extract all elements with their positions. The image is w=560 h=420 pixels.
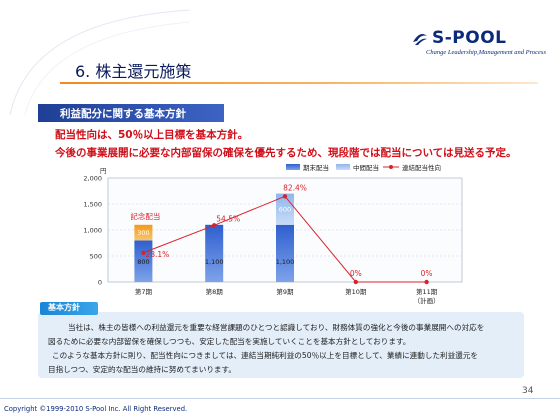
page-title: 6. 株主還元施策	[75, 62, 192, 81]
x-tick-label: 第8期	[206, 287, 224, 296]
payout-ratio-point	[353, 279, 358, 285]
title-underline	[60, 82, 538, 84]
bar-year-end-dividend	[134, 240, 153, 282]
page-number: 34	[522, 386, 534, 396]
bar-commemorative-dividend	[134, 224, 153, 241]
policy-body-line-4: 目指しつつ、安定的な配当の維持に努めてまいります。	[48, 365, 236, 374]
x-tick-sublabel: （計画）	[414, 296, 440, 305]
legend-label-year-end: 期末配当	[303, 163, 329, 172]
legend-swatch-year-end	[286, 164, 300, 170]
commemorative-annotation: 記念配当	[130, 211, 160, 221]
bar-interim-dividend	[276, 193, 294, 225]
logo-tagline: Change Leadership,Management and Process	[426, 49, 546, 56]
legend-label-interim: 中間配当	[353, 163, 379, 172]
policy-line-2: 今後の事業展開に必要な内部留保の確保を優先するため、現段階では配当については見送…	[55, 147, 517, 159]
footer-rule	[0, 398, 560, 399]
copyright-text: Copyright ©1999-2010 S-Pool Inc. All Rig…	[4, 405, 188, 413]
payout-ratio-label: 82.4%	[283, 183, 307, 192]
logo-name: S-POOL	[432, 28, 507, 48]
company-logo: S-POOL Change Leadership,Management and …	[412, 28, 546, 64]
bar-label-interim: 600	[279, 206, 291, 214]
y-tick-label: 1,500	[83, 201, 102, 209]
legend-marker-payout	[389, 165, 393, 169]
policy-line-1: 配当性向は、50％以上目標を基本方針。	[55, 129, 249, 141]
bar-year-end-dividend	[276, 224, 294, 282]
x-tick-label: 第11期	[416, 287, 438, 296]
policy-body-line-3: このような基本方針に則り、配当性向につきましては、連結当期純利益の50％以上を目…	[52, 351, 479, 360]
payout-ratio-point	[141, 250, 146, 255]
bar-label-interim: 300	[137, 229, 149, 237]
payout-ratio-line	[143, 195, 427, 283]
y-unit-label: 円	[100, 167, 107, 175]
bar-year-end-dividend	[205, 224, 224, 282]
basic-policy-label: 基本方針	[48, 303, 80, 312]
legend-label-payout: 連結配当性向	[402, 163, 441, 172]
payout-ratio-point	[212, 223, 217, 228]
bar-label-year-end: 800	[137, 258, 149, 266]
payout-ratio-label: 0%	[421, 269, 433, 278]
payout-ratio-label: 28.1%	[145, 250, 169, 259]
policy-body-line-2: 図るために必要な内部留保を確保しつつも、安定した配当を実施していくことを基本方針…	[48, 337, 411, 346]
section-heading: 利益配分に関する基本方針	[60, 108, 186, 120]
policy-body-line-1: 当社は、株主の皆様への利益還元を重要な経営課題のひとつと認識しており、財務体質の…	[68, 323, 485, 332]
section-heading-bar: 利益配分に関する基本方針	[38, 104, 224, 122]
basic-policy-box	[38, 312, 524, 378]
logo-mark-icon	[413, 34, 427, 45]
payout-ratio-point	[424, 279, 429, 285]
x-tick-label: 第10期	[345, 287, 367, 296]
x-tick-label: 第9期	[276, 287, 294, 296]
y-tick-label: 2,000	[83, 175, 102, 183]
x-tick-label: 第7期	[135, 287, 153, 296]
payout-ratio-label: 54.5%	[216, 214, 240, 223]
legend-swatch-interim	[336, 164, 350, 170]
y-tick-label: 1,000	[83, 227, 102, 235]
bar-label-year-end: 1,100	[276, 258, 295, 266]
payout-ratio-label: 0%	[350, 269, 362, 278]
plot-area	[107, 177, 463, 283]
y-tick-label: 0	[98, 279, 102, 287]
basic-policy-label-tab: 基本方針	[40, 302, 98, 315]
payout-ratio-point	[282, 194, 288, 199]
bar-label-year-end: 1,100	[205, 258, 224, 266]
y-tick-label: 500	[90, 253, 102, 261]
